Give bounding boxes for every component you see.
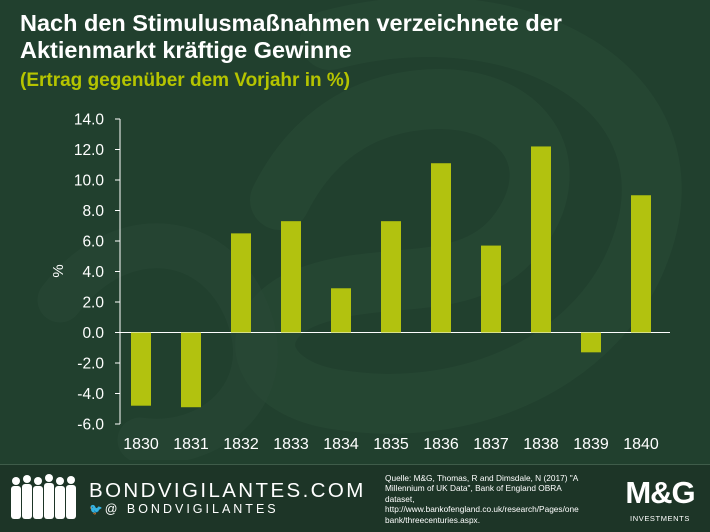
y-tick-label: 2.0 (82, 295, 104, 312)
bar-1837 (481, 245, 501, 333)
y-tick-label: 4.0 (82, 264, 104, 281)
title-line-2: Aktienmarkt kräftige Gewinne (20, 37, 352, 63)
bar-1832 (231, 233, 251, 333)
twitter-bird-icon: 🐦 (89, 504, 103, 516)
bar-1835 (381, 221, 401, 333)
y-tick-label: 10.0 (74, 173, 105, 190)
x-tick-label: 1837 (473, 436, 509, 453)
source-line: dataset, (385, 493, 415, 504)
bar-1830 (131, 332, 151, 406)
x-tick-label: 1838 (523, 436, 559, 453)
x-tick-label: 1832 (223, 436, 259, 453)
people-silhouettes-icon (11, 474, 76, 519)
source-line: Millennium of UK Data", Bank of England … (385, 483, 562, 494)
y-tick-label: 8.0 (82, 203, 104, 220)
source-line: bank/threecenturies.aspx. (385, 514, 481, 525)
bar-1838 (531, 146, 551, 333)
footer-divider (0, 464, 710, 465)
mg-logo: M&G INVESTMENTS (617, 468, 703, 528)
bar-1836 (431, 163, 451, 333)
x-tick-label: 1831 (173, 436, 209, 453)
brand-name: BONDVIGILANTES.COM (89, 479, 366, 502)
bar-1840 (631, 195, 651, 333)
footer-bar (0, 465, 710, 532)
twitter-handle-row: 🐦 @ BONDVIGILANTES (89, 502, 279, 516)
logo-sub: INVESTMENTS (630, 514, 690, 523)
y-tick-label: 0.0 (82, 325, 104, 342)
bar-1831 (181, 332, 201, 408)
y-tick-label: -4.0 (77, 386, 104, 403)
x-tick-label: 1834 (323, 436, 359, 453)
source-note: Quelle: M&G, Thomas, R and Dimsdale, N (… (385, 473, 610, 525)
twitter-handle: @ BONDVIGILANTES (104, 502, 279, 516)
source-line: http://www.bankofengland.co.uk/research/… (385, 504, 579, 515)
logo-main: M&G (625, 475, 695, 510)
y-tick-label: -2.0 (77, 356, 104, 373)
x-tick-label: 1839 (573, 436, 609, 453)
chart-title: Nach den Stimulusmaßnahmen verzeichnete … (20, 10, 700, 64)
bar-1833 (281, 221, 301, 333)
y-tick-label: 14.0 (74, 112, 105, 129)
title-line-1: Nach den Stimulusmaßnahmen verzeichnete … (20, 10, 562, 36)
x-tick-label: 1830 (123, 436, 159, 453)
y-tick-label: 12.0 (74, 142, 105, 159)
source-line: Quelle: M&G, Thomas, R and Dimsdale, N (… (385, 473, 579, 483)
chart-subtitle: (Ertrag gegenüber dem Vorjahr in %) (20, 70, 351, 91)
x-tick-label: 1836 (423, 436, 459, 453)
y-tick-label: 6.0 (82, 234, 104, 251)
x-tick-label: 1840 (623, 436, 659, 453)
bar-1834 (331, 288, 351, 333)
x-tick-label: 1835 (373, 436, 409, 453)
y-axis-label: % (50, 264, 67, 277)
bar-1839 (581, 332, 601, 353)
bar-chart: -6.0 -4.0 -2.0 0.0 2.0 4.0 6.0 8.0 10.0 12.0 14.0%… (50, 112, 670, 453)
y-tick-label: -6.0 (77, 417, 104, 434)
x-tick-label: 1833 (273, 436, 309, 453)
